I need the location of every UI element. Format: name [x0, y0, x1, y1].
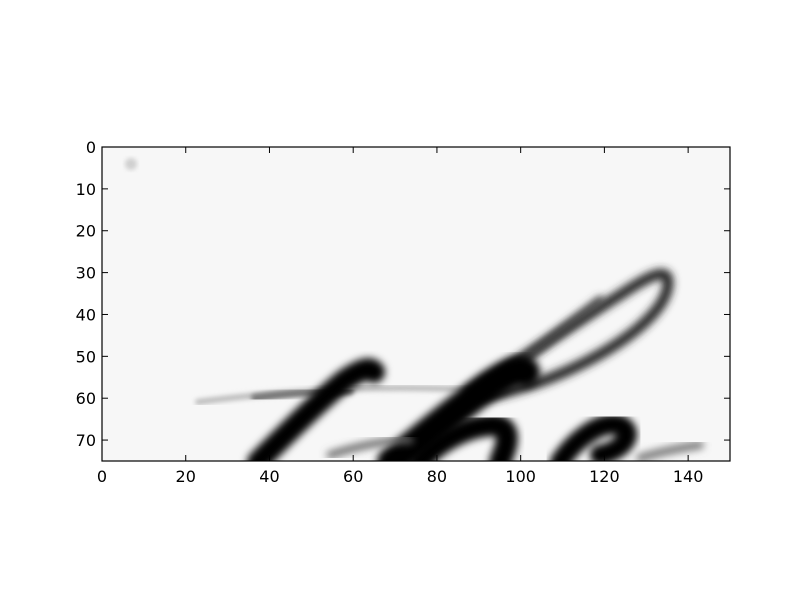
x-tick-label: 80 — [427, 467, 447, 486]
x-tick-label: 60 — [343, 467, 363, 486]
y-tick-label: 10 — [76, 180, 96, 199]
y-tick-label: 30 — [76, 264, 96, 283]
image-background — [102, 147, 730, 461]
axes-frame — [101, 146, 731, 462]
x-tick-label: 20 — [176, 467, 196, 486]
y-tick-label: 20 — [76, 222, 96, 241]
y-tick-label: 70 — [76, 431, 96, 450]
y-tick-label: 60 — [76, 389, 96, 408]
x-tick-label: 120 — [589, 467, 620, 486]
y-tick-label: 50 — [76, 347, 96, 366]
y-tick-label: 0 — [86, 138, 96, 157]
y-axis: 0 10 20 30 40 50 60 70 — [76, 138, 730, 450]
x-tick-label: 100 — [505, 467, 536, 486]
x-tick-label: 40 — [259, 467, 279, 486]
handwriting-image — [125, 158, 704, 461]
x-axis: 0 20 40 60 80 100 120 140 — [97, 147, 704, 486]
plot-area — [101, 146, 731, 462]
x-tick-label: 140 — [673, 467, 704, 486]
y-tick-label: 40 — [76, 305, 96, 324]
x-tick-label: 0 — [97, 467, 107, 486]
